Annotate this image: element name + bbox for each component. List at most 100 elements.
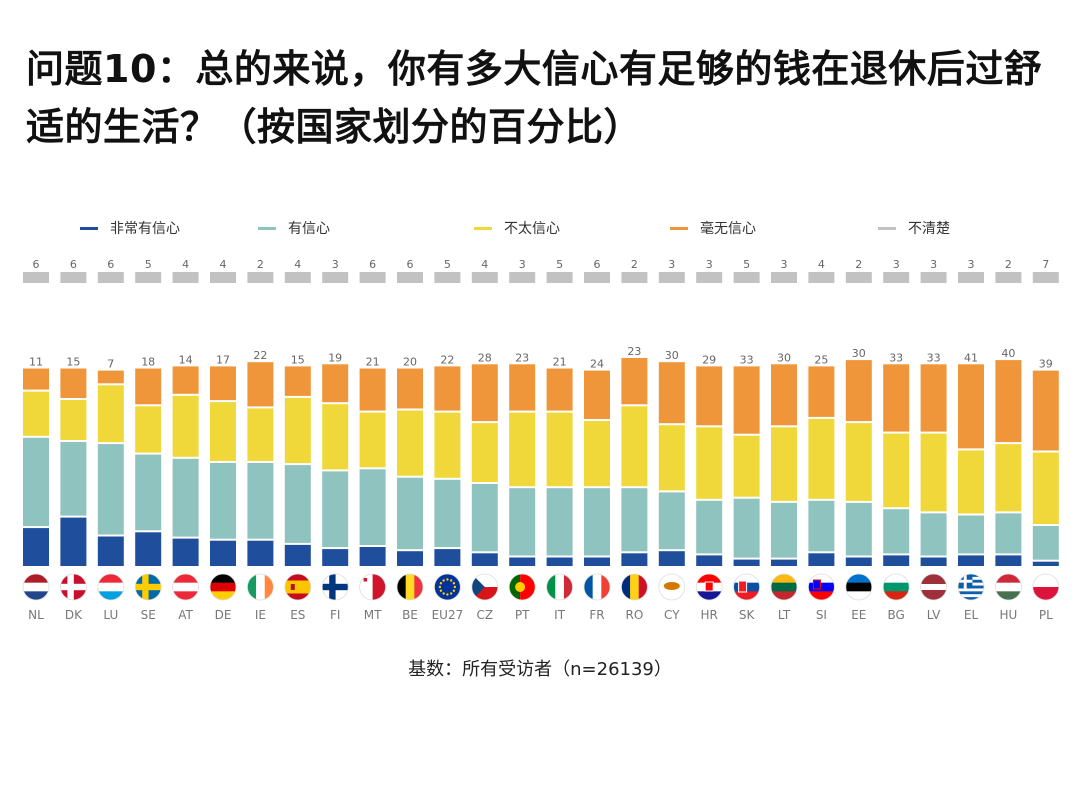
flag-lt-icon <box>770 573 798 601</box>
x-tick-label-be: BE <box>402 608 418 622</box>
bar-very-lt <box>771 559 797 566</box>
bar-notatall-lv <box>920 364 947 432</box>
data-label-dk-eu27: 5 <box>444 258 451 271</box>
bar-very-it <box>546 557 573 566</box>
bar-dk-eu27 <box>434 272 461 283</box>
bar-fairly-hu <box>995 513 1022 554</box>
flag-it-icon <box>546 573 573 601</box>
data-label-notatall-at: 14 <box>179 353 193 366</box>
data-label-notatall-se: 18 <box>141 356 155 369</box>
bar-fairly-sk <box>733 498 760 558</box>
bar-notvery-fi <box>322 404 349 470</box>
stacked-bar-chart: 194322116NL243620156DK15442876LU17372318… <box>22 258 1060 622</box>
bar-notatall-se <box>135 368 162 405</box>
bar-very-lv <box>920 557 947 566</box>
bar-notvery-el <box>958 450 984 514</box>
x-tick-label-de: DE <box>215 608 232 622</box>
bar-group-ro: 73139232RO <box>621 258 648 622</box>
legend-label-notvery: 不太信心 <box>504 221 560 237</box>
flag-lv-icon <box>920 573 947 601</box>
bar-dk-ee <box>845 272 872 283</box>
data-label-notatall-fr: 24 <box>590 358 604 371</box>
x-tick-label-mt: MT <box>364 608 382 622</box>
flag-pt-icon <box>508 573 536 601</box>
bar-notvery-sk <box>733 435 760 497</box>
flag-cz-icon <box>471 573 499 601</box>
x-tick-label-lu: LU <box>103 608 118 622</box>
data-label-dk-bg: 3 <box>893 258 900 271</box>
data-label-dk-cz: 4 <box>481 258 488 271</box>
data-label-notatall-mt: 21 <box>366 356 380 369</box>
bar-notvery-ie <box>247 408 274 461</box>
bar-fairly-hr <box>696 500 723 554</box>
bar-notatall-be <box>397 368 423 409</box>
bar-very-mt <box>359 547 386 566</box>
bar-group-lv: 52138333LV <box>920 258 947 622</box>
bar-very-fr <box>584 557 610 566</box>
x-tick-label-lt: LT <box>778 608 791 622</box>
bar-dk-nl <box>23 272 49 283</box>
data-label-notatall-ie: 22 <box>253 349 267 362</box>
bar-dk-lt <box>771 272 797 283</box>
bar-dk-sk <box>733 272 760 283</box>
bar-group-be: 83532206BE <box>396 258 424 622</box>
bar-dk-cy <box>658 272 685 283</box>
bar-very-cy <box>658 551 685 566</box>
bar-notvery-fr <box>584 421 610 487</box>
bar-fairly-mt <box>359 469 386 545</box>
bar-notatall-si <box>808 366 835 417</box>
x-tick-label-sk: SK <box>739 608 756 622</box>
bar-notvery-lv <box>920 433 947 512</box>
bar-dk-ro <box>621 272 648 283</box>
bar-group-sk: 42930335SK <box>733 258 760 622</box>
bar-fairly-cy <box>658 492 685 550</box>
bar-notatall-de <box>210 366 236 401</box>
bar-dk-ie <box>247 272 274 283</box>
bar-group-eu27: 93332225EU27 <box>432 258 464 622</box>
bar-dk-lu <box>97 272 124 283</box>
x-tick-label-ro: RO <box>626 608 644 622</box>
data-label-notatall-cz: 28 <box>478 351 492 364</box>
bar-notatall-bg <box>883 364 910 432</box>
bar-notatall-mt <box>359 368 386 411</box>
data-label-dk-lu: 6 <box>107 258 114 271</box>
bar-dk-se <box>135 272 162 283</box>
data-label-notatall-pl: 39 <box>1039 358 1053 371</box>
bar-notatall-dk <box>60 368 87 398</box>
data-label-notatall-lv: 33 <box>927 351 941 364</box>
bar-dk-bg <box>883 272 910 283</box>
bar-group-at: 143830144AT <box>172 258 200 622</box>
legend-swatch-notvery <box>474 226 492 230</box>
flag-lu-icon <box>97 573 125 601</box>
bar-fairly-lu <box>97 444 124 535</box>
bar-very-ro <box>621 553 648 566</box>
flag-se-icon <box>134 573 162 601</box>
flag-de-icon <box>209 573 237 601</box>
flag-cy-icon <box>658 573 686 601</box>
bar-notvery-ro <box>621 406 648 487</box>
data-label-dk-fi: 3 <box>332 258 339 271</box>
bar-very-se <box>135 532 162 566</box>
bar-very-ee <box>845 557 872 566</box>
data-label-notatall-eu27: 22 <box>440 353 454 366</box>
bar-dk-mt <box>359 272 386 283</box>
data-label-notatall-si: 25 <box>814 353 828 366</box>
bar-notvery-hr <box>696 427 723 499</box>
flag-bg-icon <box>882 573 910 601</box>
legend-swatch-very <box>80 226 98 230</box>
data-label-dk-mt: 6 <box>369 258 376 271</box>
data-label-notatall-hu: 40 <box>1001 347 1015 360</box>
bar-group-mt: 103727216MT <box>359 258 387 622</box>
data-label-dk-nl: 6 <box>33 258 40 271</box>
bar-very-ie <box>247 540 274 566</box>
bar-notatall-el <box>958 364 984 449</box>
bar-fairly-lv <box>920 513 947 556</box>
bar-notatall-nl <box>23 368 49 390</box>
x-tick-label-cy: CY <box>664 608 680 622</box>
data-label-dk-hu: 2 <box>1005 258 1012 271</box>
flag-hu-icon <box>995 573 1022 601</box>
bar-notatall-hr <box>696 366 723 426</box>
data-label-dk-it: 5 <box>556 258 563 271</box>
data-label-notatall-nl: 11 <box>29 356 43 369</box>
data-label-notatall-fi: 19 <box>328 351 342 364</box>
